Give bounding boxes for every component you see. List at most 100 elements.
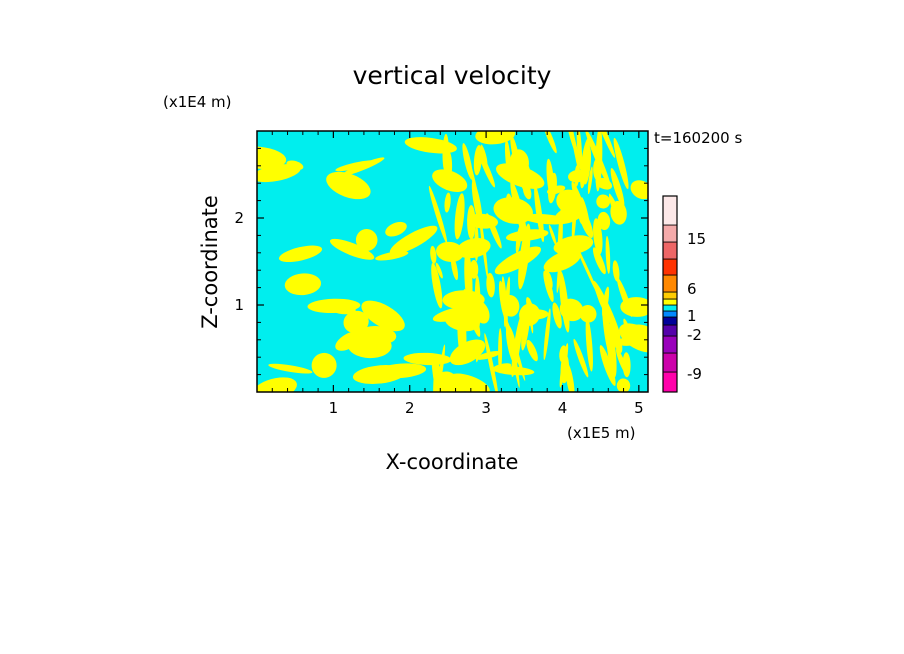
positive-patch <box>432 306 476 322</box>
positive-streak <box>593 218 603 255</box>
positive-streak <box>462 143 473 180</box>
positive-patch <box>352 365 406 384</box>
positive-streak <box>592 247 606 275</box>
positive-velocity-patches <box>257 131 648 392</box>
positive-patch <box>596 194 611 209</box>
positive-patch <box>579 304 597 323</box>
colorbar-swatch <box>662 304 678 312</box>
positive-patch <box>257 377 297 392</box>
positive-patch <box>553 235 594 255</box>
positive-patch <box>257 146 287 169</box>
positive-streak <box>505 193 514 221</box>
positive-patch <box>375 251 409 261</box>
colorbar-swatch <box>662 316 678 326</box>
positive-streak <box>573 338 589 378</box>
x-tick-label: 5 <box>634 399 644 417</box>
colorbar-swatch <box>662 352 678 373</box>
positive-streak <box>612 260 620 282</box>
positive-streak <box>571 191 578 243</box>
colorbar-tick-label: 15 <box>687 230 706 248</box>
colorbar-swatch <box>662 371 678 393</box>
positive-patch <box>442 290 485 310</box>
positive-streak <box>548 172 557 204</box>
x-unit-label: (x1E5 m) <box>567 424 636 442</box>
positive-patch <box>343 310 369 334</box>
colorbar-swatch <box>662 298 678 306</box>
colorbar-swatch <box>662 195 678 226</box>
colorbar: -9 -21 6 15 <box>662 195 706 393</box>
positive-patch <box>284 273 322 296</box>
positive-patch <box>630 180 648 200</box>
positive-streak <box>431 262 443 309</box>
positive-patch <box>543 249 582 273</box>
positive-streak <box>510 180 528 242</box>
positive-streak <box>515 224 522 254</box>
positive-patch <box>326 171 371 200</box>
positive-streak <box>580 138 590 189</box>
positive-streak <box>467 205 476 240</box>
positive-streak <box>613 137 629 190</box>
positive-patch <box>347 333 392 359</box>
positive-streak <box>616 277 633 317</box>
x-axis-ticks: 1 2 3 4 5 <box>271 131 644 417</box>
positive-streak <box>433 356 446 385</box>
colorbar-swatch <box>662 241 678 260</box>
time-label: t=160200 s <box>654 129 742 147</box>
positive-streak <box>480 144 488 166</box>
positive-streak <box>543 131 557 154</box>
x-axis-label: X-coordinate <box>386 450 519 474</box>
positive-streak <box>478 150 496 188</box>
colorbar-swatch <box>662 224 678 243</box>
positive-streak <box>566 131 579 158</box>
positive-streak <box>430 245 437 264</box>
positive-streak <box>486 272 495 298</box>
colorbar-tick-label: -9 <box>687 365 702 383</box>
positive-streak <box>474 275 481 330</box>
positive-streak <box>587 166 593 195</box>
positive-streak <box>450 256 459 281</box>
positive-streak <box>442 133 449 173</box>
positive-streak <box>559 343 569 388</box>
positive-streak <box>595 131 603 192</box>
positive-streak <box>594 131 616 158</box>
positive-streak <box>543 308 551 361</box>
positive-patch <box>389 225 438 255</box>
positive-streak <box>503 276 511 327</box>
x-tick-label: 3 <box>481 399 491 417</box>
y-tick-label: 2 <box>234 209 244 227</box>
x-tick-label: 1 <box>329 399 339 417</box>
positive-streak <box>504 139 512 180</box>
positive-streak <box>498 328 503 374</box>
positive-streak <box>509 331 520 388</box>
positive-streak <box>444 192 451 213</box>
positive-streak <box>475 343 480 363</box>
positive-streak <box>506 319 526 381</box>
positive-patch <box>432 169 468 193</box>
positive-streak <box>454 193 465 240</box>
colorbar-swatch <box>662 335 678 354</box>
positive-streak <box>469 260 479 279</box>
colorbar-swatch <box>662 291 678 300</box>
positive-streak <box>608 194 620 218</box>
positive-streak <box>431 355 445 392</box>
positive-patch <box>403 352 452 366</box>
positive-streak <box>566 300 575 317</box>
colorbar-swatch <box>662 310 678 318</box>
positive-patch <box>307 298 361 314</box>
colorbar-swatch <box>662 258 678 276</box>
positive-streak <box>623 318 633 342</box>
positive-patch <box>361 300 405 332</box>
colorbar-swatch <box>662 324 678 337</box>
positive-streak <box>559 270 570 333</box>
positive-streak <box>486 213 502 249</box>
y-axis-label: Z-coordinate <box>198 195 222 329</box>
positive-streak <box>585 317 593 372</box>
positive-patch <box>491 363 512 372</box>
positive-streak <box>520 178 531 194</box>
positive-streak <box>574 243 600 298</box>
positive-patch <box>597 211 611 231</box>
positive-patch <box>494 246 542 275</box>
positive-streak <box>543 270 554 303</box>
positive-streak <box>609 321 623 353</box>
positive-patch <box>449 373 490 392</box>
